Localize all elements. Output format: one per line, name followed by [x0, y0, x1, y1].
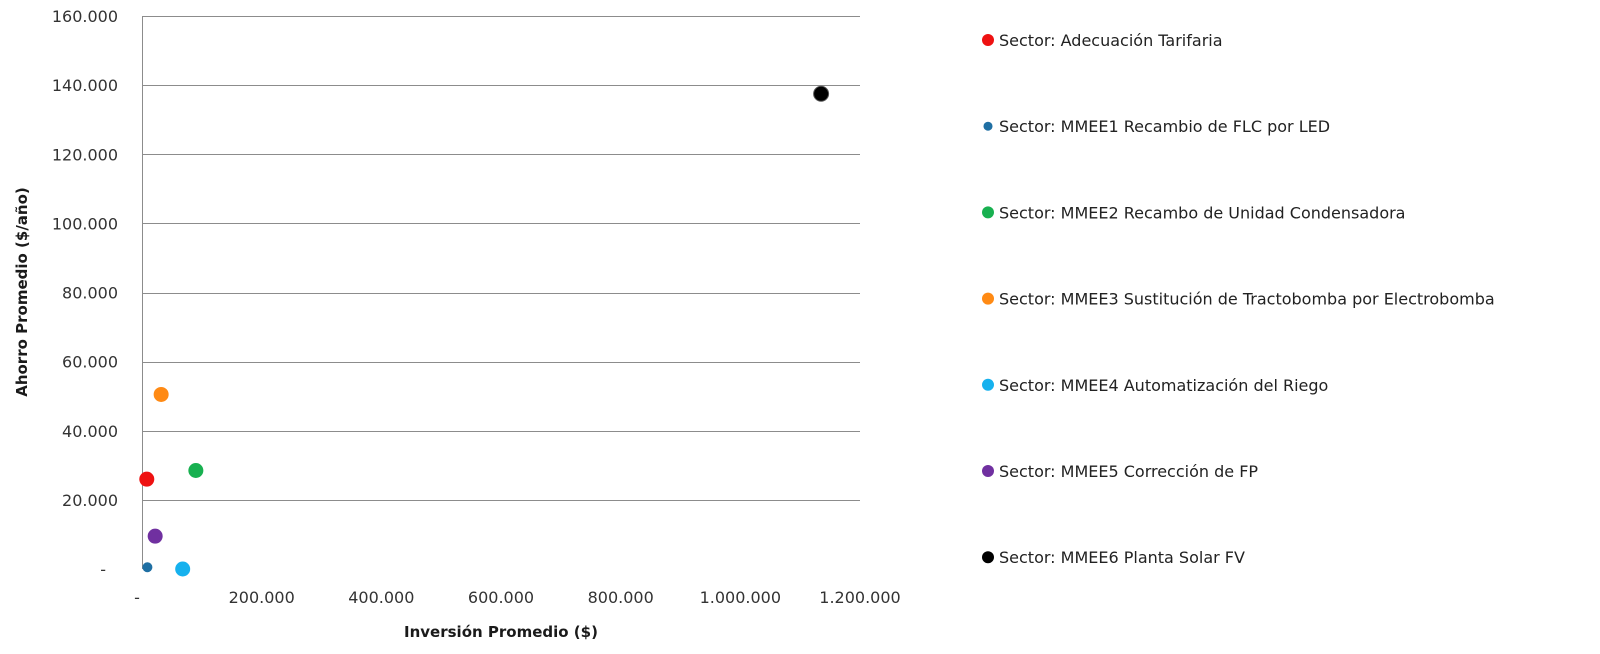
legend-marker-series-3	[982, 206, 994, 219]
y-tick-label: 60.000	[62, 353, 118, 372]
legend-entry-series-3: Sector: MMEE2 Recambo de Unidad Condensa…	[999, 203, 1405, 222]
x-tick-label: 1.000.000	[700, 588, 781, 607]
legend-entry-series-7: Sector: MMEE6 Planta Solar FV	[999, 548, 1245, 567]
y-tick-label: -	[100, 560, 106, 579]
legend-entry-series-5: Sector: MMEE4 Automatización del Riego	[999, 376, 1328, 395]
data-point-series-7	[813, 85, 830, 102]
x-tick-label: -	[134, 588, 140, 607]
y-tick-label: 160.000	[52, 7, 118, 26]
x-axis-title: Inversión Promedio ($)	[404, 623, 598, 641]
legend-entry-series-1: Sector: Adecuación Tarifaria	[999, 31, 1223, 50]
data-points	[139, 85, 830, 577]
data-point-series-2	[142, 562, 153, 573]
y-tick-label: 100.000	[52, 214, 118, 233]
x-tick-label: 800.000	[588, 588, 654, 607]
legend-marker-series-5	[982, 378, 994, 391]
data-point-series-5	[175, 561, 191, 577]
y-tick-label: 140.000	[52, 76, 118, 95]
x-tick-label: 200.000	[229, 588, 295, 607]
tick-labels: - 20.000 40.000 60.000 80.000 100.000 120.000 1…	[52, 7, 901, 607]
y-tick-label: 80.000	[62, 284, 118, 303]
data-point-series-4	[153, 386, 169, 402]
data-point-series-3	[188, 462, 204, 478]
x-tick-label: 1.200.000	[819, 588, 900, 607]
legend-marker-series-2	[983, 121, 993, 131]
legend: Sector: Adecuación Tarifaria Sector: MMEE…	[982, 31, 1495, 567]
legend-marker-series-7	[982, 551, 994, 564]
grid-lines	[142, 16, 860, 501]
y-tick-label: 40.000	[62, 422, 118, 441]
y-tick-label: 120.000	[52, 145, 118, 164]
y-axis-title: Ahorro Promedio ($/año)	[13, 187, 31, 397]
legend-marker-series-6	[982, 465, 994, 477]
legend-marker-series-4	[982, 292, 994, 305]
y-tick-label: 20.000	[62, 491, 118, 510]
data-point-series-6	[147, 528, 163, 544]
data-point-series-1	[139, 471, 155, 487]
x-tick-label: 600.000	[468, 588, 534, 607]
x-tick-label: 400.000	[348, 588, 414, 607]
legend-entry-series-2: Sector: MMEE1 Recambio de FLC por LED	[999, 117, 1330, 136]
legend-entry-series-4: Sector: MMEE3 Sustitución de Tractobomba…	[999, 290, 1495, 309]
legend-entry-series-6: Sector: MMEE5 Corrección de FP	[999, 462, 1258, 481]
legend-marker-series-1	[982, 34, 994, 46]
